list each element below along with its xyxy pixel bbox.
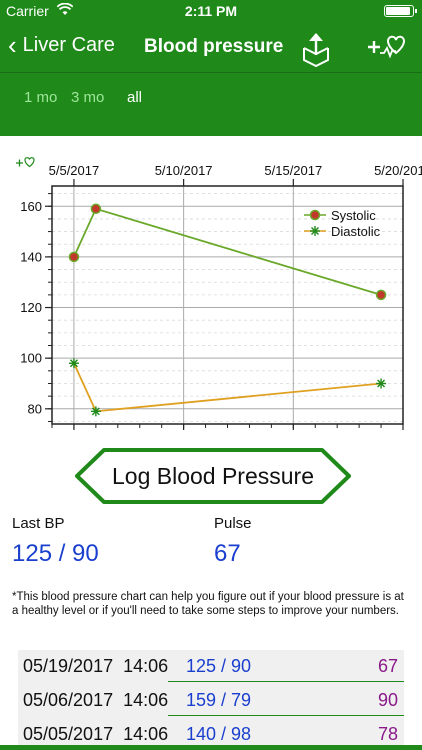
series-markers	[68, 203, 387, 417]
diastolic-point	[68, 358, 79, 369]
status-bar: Carrier 2:11 PM	[0, 0, 422, 22]
carrier-label: Carrier	[6, 3, 49, 19]
y-tick-label: 100	[20, 351, 42, 366]
legend-diastolic-marker	[310, 226, 320, 236]
pulse-value: 67	[214, 540, 241, 567]
row-divider	[168, 681, 404, 682]
navigation-bar: ‹ Liver Care Blood pressure	[0, 22, 422, 72]
y-tick-label: 120	[20, 300, 42, 315]
last-bp-label: Last BP	[12, 515, 65, 532]
filter-1-month[interactable]: 1 mo	[24, 89, 58, 106]
legend-systolic-label: Systolic	[331, 208, 376, 223]
reading-datetime: 05/19/2017 14:06	[23, 656, 169, 676]
chart-heart-icon	[16, 157, 35, 168]
legend-systolic-marker	[309, 209, 321, 221]
y-tick-label: 140	[20, 249, 42, 264]
row-divider	[168, 715, 404, 716]
back-label: Liver Care	[22, 33, 115, 56]
reading-bp: 159 / 79	[186, 690, 252, 710]
reading-pulse: 78	[377, 724, 398, 744]
info-note: *This blood pressure chart can help you …	[12, 591, 404, 617]
battery-icon	[384, 5, 417, 17]
reading-datetime: 05/05/2017 14:06	[23, 724, 169, 744]
x-tick-label: 5/5/2017	[49, 163, 100, 178]
log-button-label: Log Blood Pressure	[111, 463, 314, 489]
clock: 2:11 PM	[184, 3, 238, 19]
reading-bp: 140 / 98	[186, 724, 252, 744]
y-axis-ticks: 80 100 120 140 160	[20, 193, 52, 422]
x-tick-label: 5/15/2017	[264, 163, 322, 178]
x-tick-label: 5/20/2017	[374, 163, 422, 178]
systolic-point	[68, 251, 80, 263]
battery-fill	[386, 7, 410, 15]
share-icon[interactable]	[296, 28, 336, 68]
series-lines	[73, 207, 382, 413]
last-bp-value: 125 / 90	[12, 540, 99, 567]
add-heart-icon[interactable]	[366, 32, 406, 62]
chevron-left-icon: ‹	[8, 30, 17, 60]
nav-separator	[0, 72, 422, 73]
filter-3-months[interactable]: 3 mo	[71, 89, 105, 106]
x-axis-ticks: 5/5/2017 5/10/2017 5/15/2017 5/20/2017	[49, 163, 422, 430]
systolic-point	[375, 289, 387, 301]
reading-row[interactable]: 05/06/2017 14:06 159 / 79 90	[18, 684, 404, 716]
chart-grid	[52, 186, 404, 424]
reading-row[interactable]: 05/05/2017 14:06 140 / 98 78	[18, 718, 404, 746]
legend-diastolic-label: Diastolic	[331, 224, 381, 239]
pulse-label: Pulse	[214, 515, 252, 532]
y-tick-label: 80	[28, 401, 42, 416]
diastolic-point	[376, 378, 387, 389]
bottom-bar	[0, 745, 422, 750]
range-filter-bar: 1 mo 3 mo all	[0, 73, 422, 136]
reading-datetime: 05/06/2017 14:06	[23, 690, 169, 710]
filter-all[interactable]: all	[127, 89, 143, 106]
wifi-icon	[56, 2, 74, 20]
back-button[interactable]: ‹ Liver Care	[8, 32, 115, 58]
readings-list: 05/19/2017 14:06 125 / 90 67 05/06/2017 …	[18, 650, 404, 746]
reading-bp: 125 / 90	[186, 656, 252, 676]
reading-row[interactable]: 05/19/2017 14:06 125 / 90 67	[18, 650, 404, 682]
y-tick-label: 160	[20, 199, 42, 214]
bp-chart: 80 100 120 140 160 5/5/2017 5/10/2017 5/15/201…	[16, 157, 422, 430]
chart-legend: Systolic Diastolic	[304, 208, 381, 239]
x-tick-label: 5/10/2017	[155, 163, 213, 178]
systolic-point	[90, 203, 102, 215]
reading-pulse: 90	[377, 690, 398, 710]
page-title: Blood pressure	[144, 36, 284, 57]
reading-pulse: 67	[377, 656, 398, 676]
log-blood-pressure-button[interactable]: Log Blood Pressure	[74, 447, 352, 505]
diastolic-point	[90, 406, 101, 417]
